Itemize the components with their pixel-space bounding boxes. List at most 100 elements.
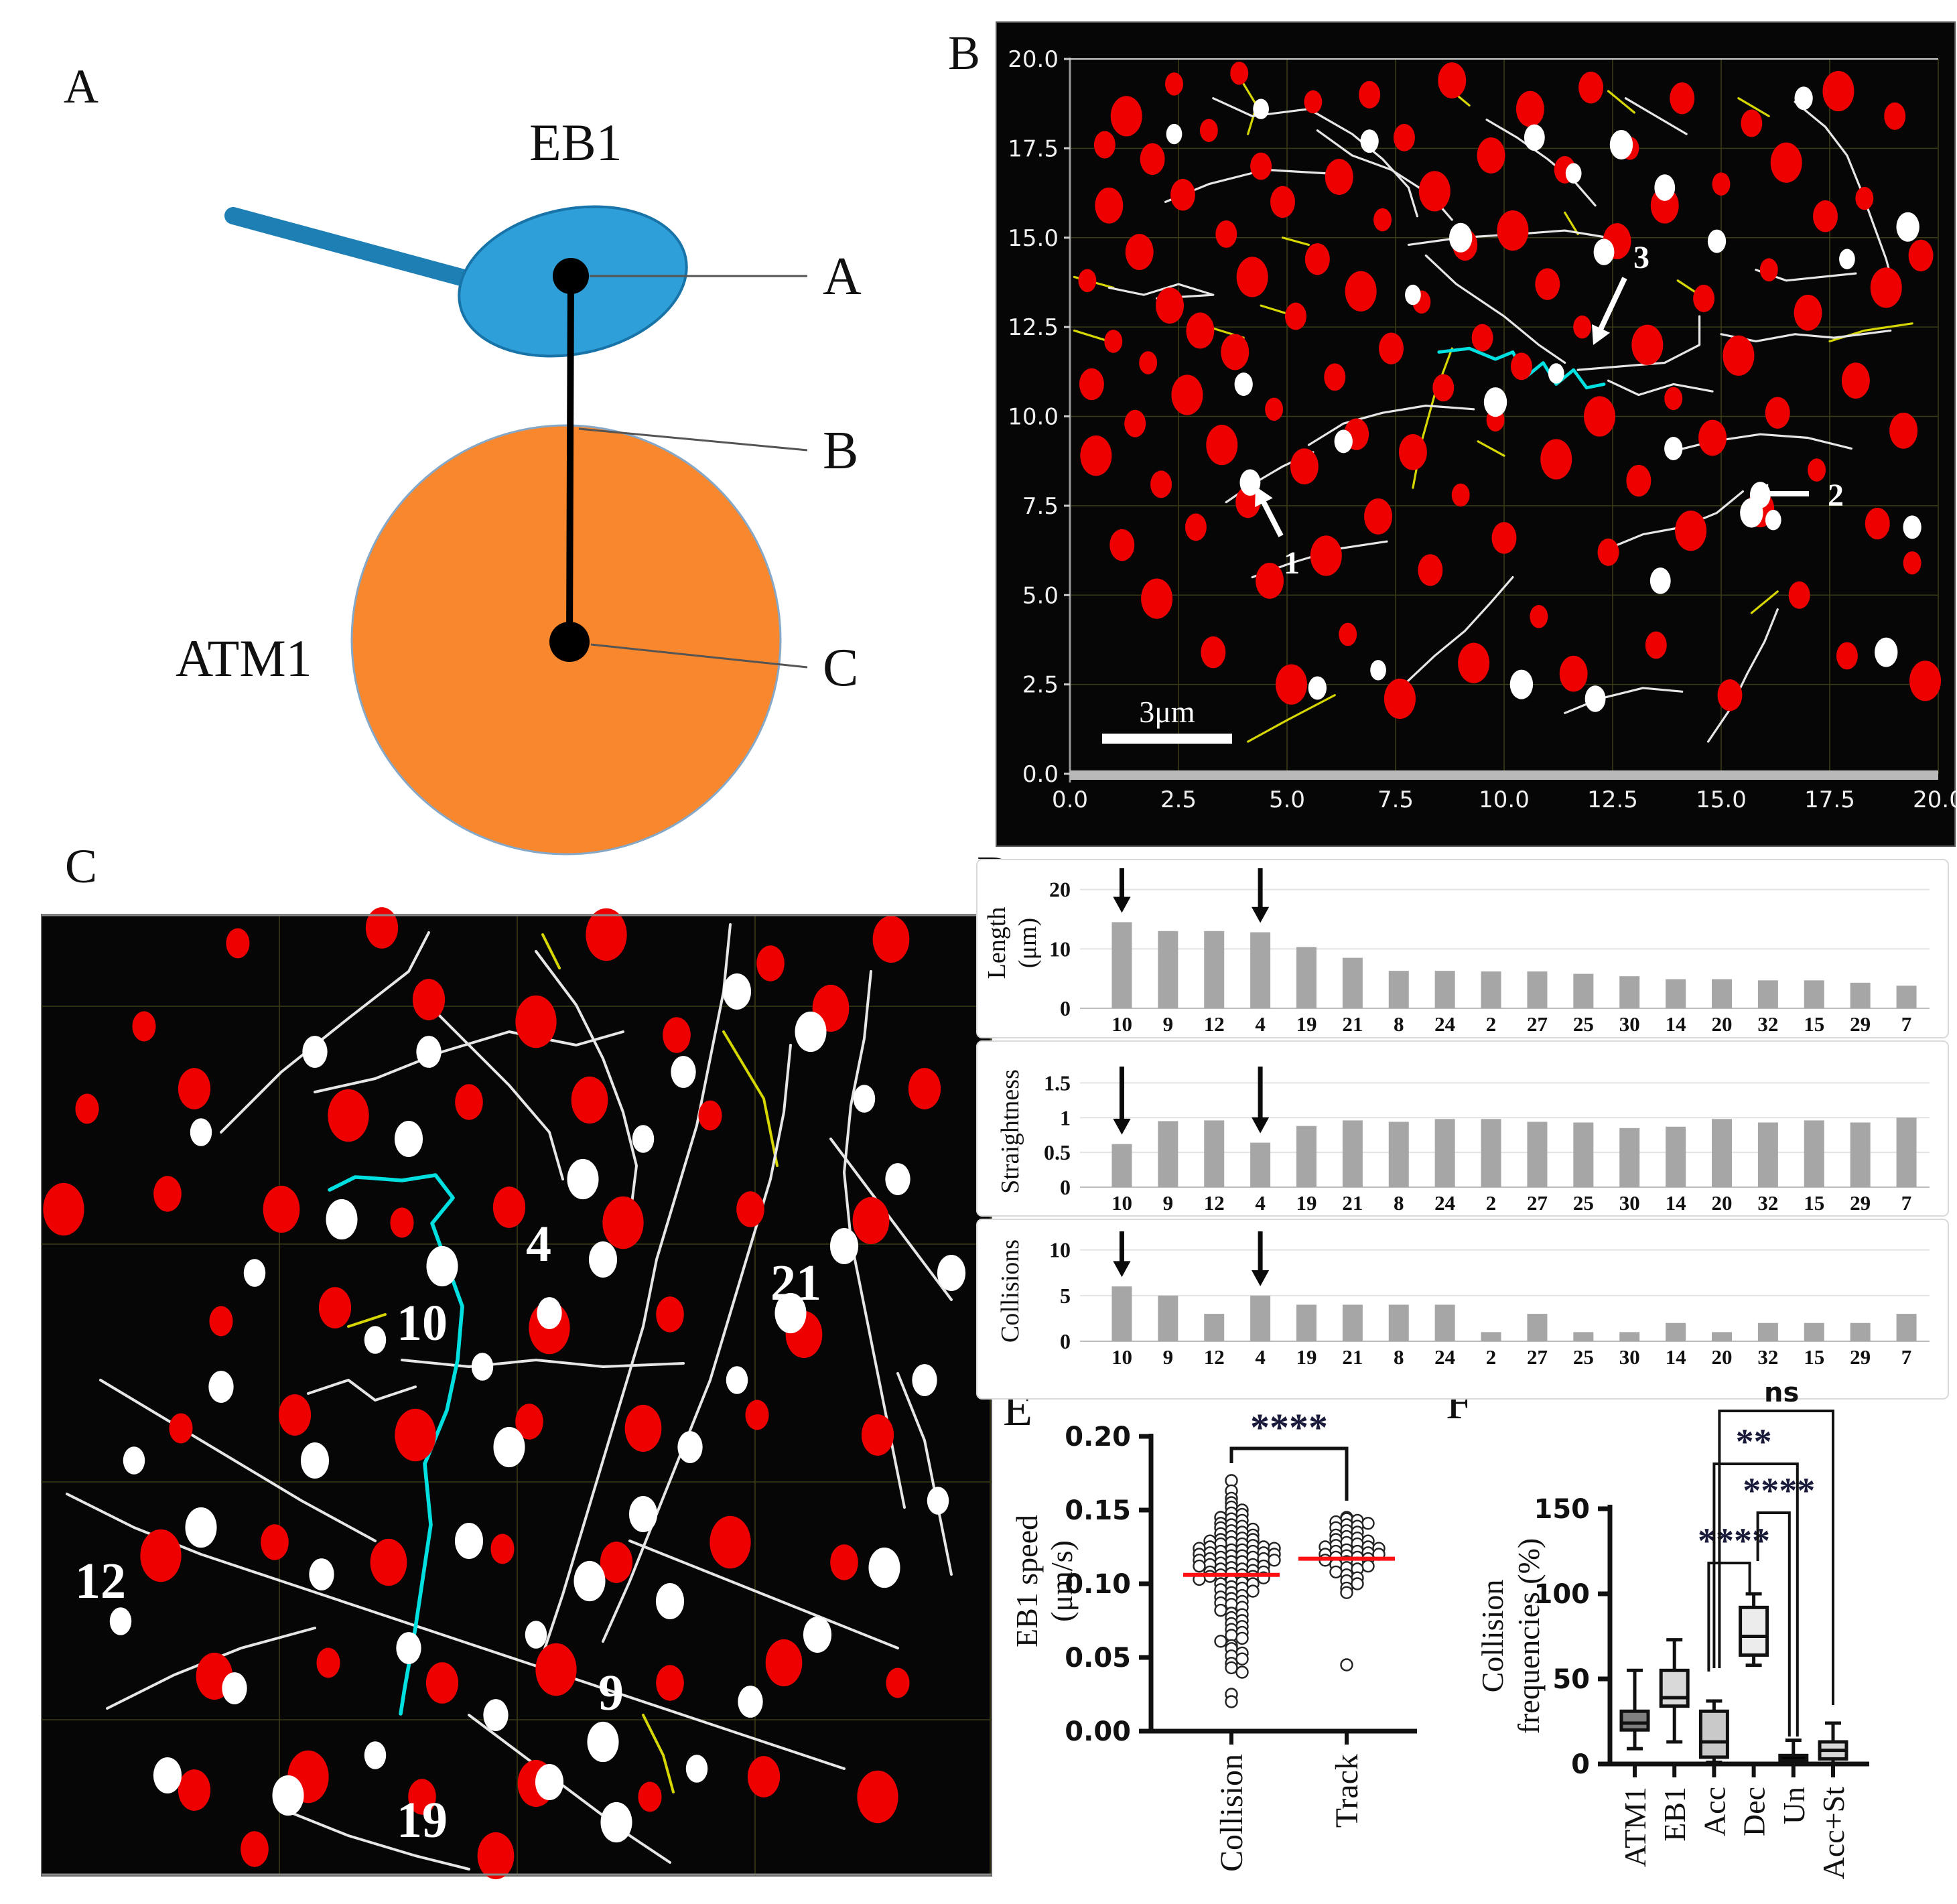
leader-c [590,643,808,669]
d-bar-track-25 [1573,973,1594,1008]
red-particle [1080,435,1112,476]
e-data-point [1225,1695,1238,1708]
white-particle [671,1056,696,1088]
white-particle [1794,86,1813,111]
red-particle [1221,334,1250,370]
d-bar-track-14 [1666,979,1686,1008]
white-particle [416,1036,442,1068]
b-ytick-label: 2.5 [1022,672,1059,699]
white-track [1307,404,1475,446]
d-xtick-label: 12 [1204,1191,1225,1215]
red-particle [756,945,785,981]
f-yaxis-title: frequencies (%) [1511,1538,1546,1734]
yellow-track [1281,236,1310,247]
red-particle [663,1017,691,1053]
d-xtick-label: 20 [1712,1345,1733,1369]
red-particle [278,1394,312,1436]
point-c-dot [549,622,590,662]
e-data-point [1246,1584,1260,1598]
d-xtick-label: 9 [1163,1191,1174,1215]
red-particle [241,1831,269,1867]
white-particle [1584,685,1606,712]
e-data-point [1235,1652,1249,1665]
b-arrow-label-1: 1 [1284,545,1300,581]
d-xtick-label: 10 [1111,1345,1132,1369]
red-particle [1250,152,1272,180]
d-bar-track-2 [1481,971,1501,1008]
d-bar-track-12 [1204,1314,1225,1341]
b-scale-bar-label: 3μm [1139,695,1195,729]
red-particle [477,1832,515,1880]
red-particle [1909,661,1942,701]
d-xtick-label: 21 [1342,1191,1363,1215]
d-bar-track-15 [1804,980,1824,1008]
white-particle [535,1763,564,1801]
red-particle [1836,642,1858,670]
e-yaxis-title: EB1 speed [1010,1515,1044,1647]
yellow-track [1750,590,1779,614]
red-particle [178,1068,211,1109]
d-bar-track-4 [1250,1142,1271,1187]
white-particle [655,1582,685,1620]
c-track-number-12: 12 [75,1553,126,1609]
panel-c-cyan-track [328,1173,464,1716]
red-particle [1822,70,1854,112]
f-sig-label-**: ** [1736,1422,1772,1462]
link-line [566,275,574,642]
red-particle [1712,172,1731,196]
red-particle [765,1639,803,1687]
red-particle [425,1662,459,1704]
white-particle [302,1036,328,1068]
red-particle [1140,143,1165,176]
red-particle [698,1100,722,1131]
d-bar-track-27 [1527,1121,1548,1187]
red-particle [455,1084,483,1120]
red-particle [1290,448,1319,485]
cyan-track [1437,346,1606,390]
white-particle [426,1245,458,1287]
red-particle [1095,187,1124,224]
red-particle [1324,363,1346,391]
yellow-track [1247,694,1336,743]
d-arrow-10-head [1113,896,1131,913]
white-track [1576,315,1701,371]
red-particle [747,1756,781,1797]
d-xtick-label: 24 [1434,1345,1455,1369]
white-track [1564,687,1684,714]
white-particle [208,1371,234,1403]
yellow-track [722,1030,779,1167]
red-particle [656,1665,684,1701]
red-particle [1124,409,1146,437]
e-ytick-label: 0.15 [1065,1495,1131,1526]
white-particle [1875,637,1898,667]
d-bar-track-29 [1850,1122,1871,1187]
red-particle [1717,679,1743,711]
white-particle [1839,249,1855,269]
yellow-track [1564,211,1579,236]
red-particle [1788,581,1810,609]
d-bar-track-30 [1619,1128,1640,1187]
white-track [535,950,638,1221]
b-ytick-label: 5.0 [1022,582,1059,609]
e-ytick-label: 0.05 [1065,1643,1131,1674]
red-particle [492,1186,526,1228]
d-xtick-label: 2 [1486,1345,1497,1369]
d-bar-track-30 [1619,976,1640,1008]
red-particle [1559,655,1588,692]
white-particle [1166,123,1183,145]
d-bar-track-8 [1388,1121,1409,1187]
white-particle [471,1353,494,1381]
red-particle [745,1400,769,1430]
d-bar-track-29 [1850,982,1871,1008]
panel-c: 4 10 21 12 9 19 [41,907,992,1880]
red-particle [1304,243,1330,275]
white-particle [493,1426,525,1468]
white-track [829,1138,953,1301]
panel-c-white-dots [109,973,966,1843]
d-xtick-label: 8 [1394,1345,1404,1369]
red-particle [43,1182,84,1236]
d-xtick-label: 25 [1573,1012,1594,1036]
red-particle [1325,159,1353,195]
panel-c-background [41,914,992,1877]
panel-b-red-dots [1078,62,1942,720]
